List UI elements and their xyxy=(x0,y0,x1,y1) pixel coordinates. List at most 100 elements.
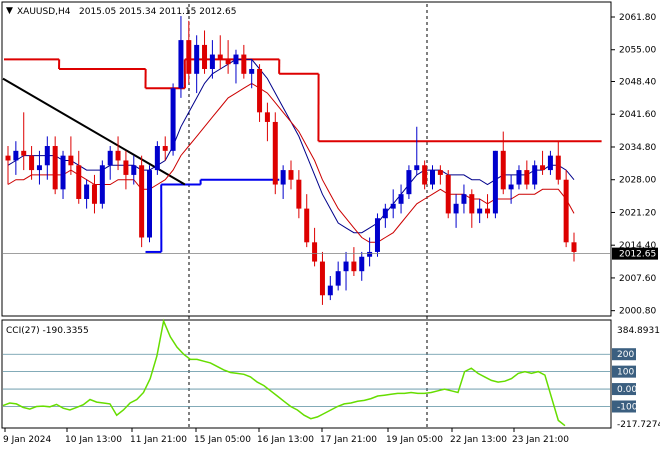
candle-body xyxy=(430,170,435,185)
candle-body xyxy=(469,194,475,214)
candle xyxy=(367,237,373,267)
candle-body xyxy=(319,261,325,296)
candle xyxy=(76,150,82,204)
candle-body xyxy=(178,40,184,89)
candle-body xyxy=(382,208,388,219)
candle xyxy=(154,141,160,175)
price-tick-label: 2028.00 xyxy=(619,176,656,186)
cci-level-box xyxy=(612,383,636,396)
candle-body xyxy=(437,170,443,175)
candle-body xyxy=(44,146,50,166)
candle-body xyxy=(563,179,569,243)
price-tick-label: 2048.40 xyxy=(619,78,656,88)
candle-body xyxy=(296,179,302,209)
candle-body xyxy=(406,170,412,195)
time-label: 16 Jan 13:00 xyxy=(257,435,314,445)
cci-level-box xyxy=(612,348,636,361)
candle-body xyxy=(367,251,373,257)
cci-level-label: -100 xyxy=(617,402,638,412)
candle-body xyxy=(202,44,208,69)
candle xyxy=(414,126,420,175)
candle-body xyxy=(170,88,176,151)
price-y-axis: 2000.80 2007.60 2014.40 2021.20 2028.00 2034.… xyxy=(611,13,656,317)
candle-body xyxy=(359,256,365,272)
candle-body xyxy=(492,150,498,214)
time-label: 10 Jan 13:00 xyxy=(65,435,122,445)
candle xyxy=(296,170,302,219)
cci-level-label: 0.00 xyxy=(617,385,637,395)
candle-body xyxy=(343,261,349,272)
candle-body xyxy=(107,150,113,166)
candle xyxy=(390,189,396,219)
candle xyxy=(461,184,467,214)
collapse-arrow-icon[interactable]: ▼ xyxy=(6,6,13,16)
candle xyxy=(327,276,333,301)
candle-body xyxy=(304,208,310,243)
candle xyxy=(217,35,223,69)
candle-body xyxy=(477,208,483,214)
candle xyxy=(492,150,498,219)
parabolic-sar xyxy=(4,58,602,253)
candle xyxy=(225,40,231,74)
candle xyxy=(469,189,475,228)
candle xyxy=(532,160,538,190)
candle-body xyxy=(52,146,58,190)
candle xyxy=(162,136,168,161)
candle xyxy=(571,232,577,262)
candle-body xyxy=(162,146,168,151)
candle-body xyxy=(461,194,467,204)
candle xyxy=(288,160,294,190)
candle xyxy=(374,213,380,257)
candle-body xyxy=(241,54,247,74)
cci-level-box xyxy=(612,365,636,378)
candle-body xyxy=(194,44,200,74)
candle-body xyxy=(13,150,19,161)
candle-body xyxy=(186,40,192,74)
candle-body xyxy=(115,150,121,161)
candle-body xyxy=(390,203,396,209)
candle xyxy=(139,155,145,248)
candle-body xyxy=(398,194,404,204)
time-label: 11 Jan 21:00 xyxy=(130,435,187,445)
candle xyxy=(29,146,35,180)
candle-body xyxy=(508,184,514,190)
candle-body xyxy=(249,68,255,74)
price-tick-label: 2014.40 xyxy=(619,241,656,251)
candlesticks xyxy=(5,16,577,305)
candle xyxy=(516,165,522,190)
price-tick-label: 2000.80 xyxy=(619,307,656,317)
candle-body xyxy=(272,121,278,185)
price-tick-label: 2041.60 xyxy=(619,110,656,120)
candle xyxy=(437,165,443,185)
cci-min-label: -217.7274 xyxy=(617,420,660,430)
price-tick-label: 2007.60 xyxy=(619,274,656,284)
candle-body xyxy=(60,155,66,190)
candle xyxy=(13,141,19,175)
candle-body xyxy=(422,165,428,185)
candle xyxy=(335,261,341,291)
current-price-label: 2012.65 xyxy=(619,250,656,260)
candle xyxy=(485,194,491,219)
candle xyxy=(264,102,270,142)
candle xyxy=(115,136,121,171)
candle xyxy=(84,179,90,209)
candle xyxy=(186,20,192,84)
candle xyxy=(60,150,66,199)
candle xyxy=(540,150,546,175)
time-label: 23 Jan 21:00 xyxy=(512,435,569,445)
candle-body xyxy=(209,54,215,69)
candle-body xyxy=(540,165,546,171)
candle-body xyxy=(131,165,137,175)
candle-body xyxy=(36,165,42,171)
candle xyxy=(477,198,483,224)
cci-label: CCI(27) -190.3355 xyxy=(6,326,89,336)
candle-body xyxy=(68,155,74,166)
cci-panel xyxy=(1,319,612,429)
candle xyxy=(202,30,208,74)
time-label: 15 Jan 05:00 xyxy=(194,435,251,445)
candle xyxy=(21,112,27,171)
candle xyxy=(123,150,129,190)
price-tick-label: 2021.20 xyxy=(619,208,656,218)
candle-body xyxy=(374,218,380,252)
